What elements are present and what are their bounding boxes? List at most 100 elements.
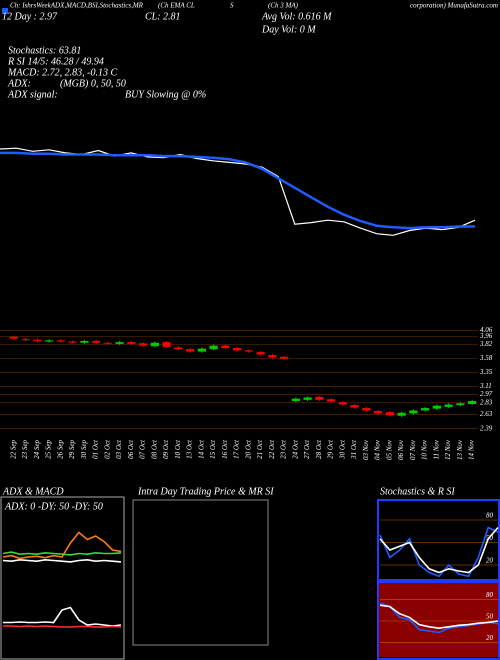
annotation: Avg Vol: 0.616 M (261, 11, 332, 22)
candle-body (397, 412, 406, 416)
x-tick-label: 29 Oct (327, 439, 335, 459)
x-tick-label: 03 Nov (362, 439, 370, 460)
y-tick-label: 3.82 (479, 340, 493, 348)
candle-body (256, 352, 265, 355)
candle-body (103, 342, 112, 344)
candle-body (468, 401, 477, 404)
series-line (2, 551, 122, 556)
candle-body (315, 396, 324, 400)
candle-body (162, 342, 171, 347)
x-tick-label: 01 Oct (92, 439, 100, 459)
annotation: Stochastics: 63.81 (8, 45, 81, 56)
legend-swatch (2, 8, 8, 14)
annotation: S (230, 2, 234, 10)
series-line (3, 625, 122, 628)
panel-background (379, 583, 498, 657)
x-tick-label: 08 Oct (150, 439, 158, 459)
candle-body (56, 340, 65, 342)
panel-title: ADX & MACD (2, 486, 64, 497)
y-tick-label: 4.06 (480, 326, 493, 334)
annotation: MACD: 2.72, 2.83, -0.13 C (7, 67, 117, 78)
panel-subtitle: ADX: 0 -DY: 50 -DY: 50 (4, 501, 103, 512)
x-tick-label: 03 Oct (115, 439, 123, 459)
x-tick-label: 07 Nov (409, 439, 417, 460)
x-tick-label: 04 Nov (374, 439, 382, 460)
annotation: 12 Day : 2.97 (2, 11, 58, 22)
annotation: SI,Stochastics,MR (92, 2, 144, 10)
x-tick-label: 14 Nov (468, 439, 476, 460)
y-tick-label: 3.96 (479, 332, 493, 340)
candle-body (115, 342, 124, 344)
x-tick-label: 12 Nov (444, 439, 452, 460)
x-tick-label: 09 Oct (162, 439, 170, 459)
x-tick-label: 10 Nov (421, 439, 429, 460)
annotation: (Ch 3 MA) (268, 2, 299, 10)
candle-body (409, 410, 418, 414)
candle-body (444, 404, 453, 407)
panel-frame (0, 496, 125, 660)
x-tick-label: 27 Oct (303, 439, 311, 459)
x-tick-label: 20 Oct (244, 439, 252, 459)
candle-body (197, 348, 206, 352)
candle-body (303, 397, 312, 400)
candle-body (432, 405, 441, 409)
y-tick-label: 3.58 (479, 354, 493, 362)
annotation: (MGB) 0, 50, 50 (60, 78, 126, 89)
y-tick-label: 80 (486, 512, 494, 520)
annotation: Ch: IshrsWeekADX,MACD,B (10, 2, 93, 10)
series-line (379, 604, 499, 630)
y-tick-label: 2.63 (480, 410, 493, 418)
y-tick-label: 2.39 (480, 424, 493, 432)
y-tick-label: 80 (486, 591, 494, 599)
x-tick-label: 22 Oct (268, 439, 276, 459)
x-tick-label: 05 Nov (385, 439, 393, 460)
candle-body (421, 408, 430, 411)
x-tick-label: 11 Nov (432, 439, 440, 459)
candle-body (350, 405, 359, 408)
annotation: Day Vol: 0 M (261, 24, 316, 35)
y-tick-label: 50 (486, 613, 494, 621)
candle-body (209, 345, 218, 350)
candle-body (244, 350, 253, 352)
candle-body (374, 411, 383, 414)
x-tick-label: 06 Nov (397, 439, 405, 460)
x-tick-label: 26 Sep (56, 440, 64, 459)
candle-body (221, 345, 230, 349)
y-tick-label: 2.83 (480, 398, 493, 406)
candle-body (68, 341, 77, 343)
candle-body (291, 398, 300, 402)
annotation: BUY Slowing @ 0% (125, 89, 206, 100)
candle-body (150, 342, 159, 347)
annotation: ADX: (7, 78, 31, 89)
candle-body (21, 339, 30, 341)
candle-body (233, 348, 242, 351)
x-tick-label: 17 Oct (233, 439, 241, 459)
panel-frame (132, 499, 269, 646)
x-tick-label: 24 Sep (33, 440, 41, 459)
candle-body (174, 347, 183, 350)
annotation: ADX signal: (7, 89, 58, 100)
x-tick-label: 22 Sep (9, 440, 17, 459)
series-line (0, 151, 475, 230)
candle-body (280, 356, 289, 359)
x-tick-label: 06 Oct (127, 439, 135, 459)
y-tick-label: 20 (486, 557, 494, 565)
candle-body (92, 340, 101, 343)
candle-body (456, 403, 465, 406)
x-tick-label: 02 Oct (103, 439, 111, 459)
x-tick-label: 15 Oct (209, 439, 217, 459)
candle-body (186, 349, 195, 352)
candle-body (127, 342, 136, 344)
x-tick-label: 13 Oct (186, 439, 194, 459)
x-tick-label: 10 Oct (174, 439, 182, 459)
panel-frame (377, 499, 500, 581)
x-tick-label: 16 Oct (221, 439, 229, 459)
y-tick-label: 20 (486, 634, 494, 642)
x-tick-label: 21 Oct (256, 439, 264, 459)
x-tick-label: 14 Oct (197, 439, 205, 459)
candle-body (362, 408, 371, 411)
x-tick-label: 28 Oct (315, 439, 323, 459)
candle-body (268, 355, 277, 358)
